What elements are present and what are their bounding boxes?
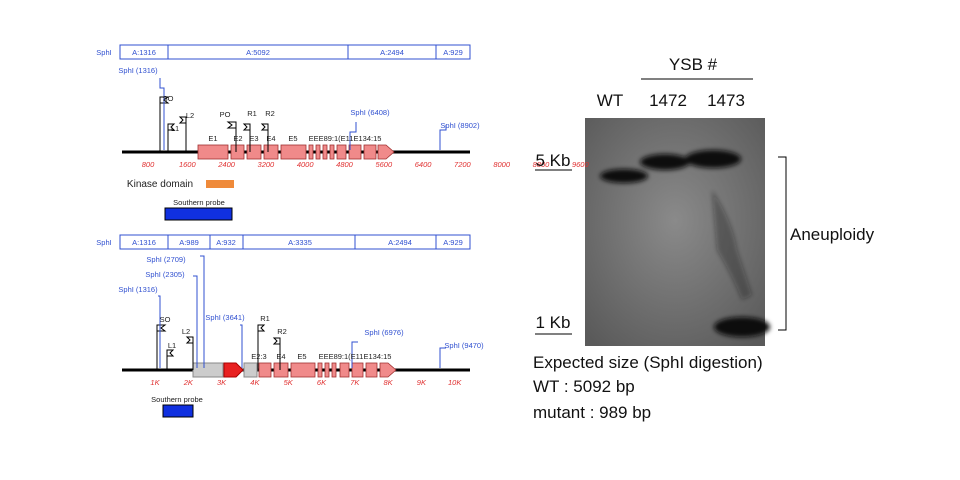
map-label: R1 xyxy=(247,109,257,118)
map-label: SphI (1316) xyxy=(118,285,158,294)
map-label: R1 xyxy=(260,314,270,323)
map-label: 2400 xyxy=(217,160,236,169)
map-label: 1K xyxy=(150,378,160,387)
map-label: E4 xyxy=(266,134,275,143)
blot-text: mutant : 989 bp xyxy=(533,403,651,422)
map-label: Southern probe xyxy=(151,395,203,404)
map-label: SO xyxy=(160,315,171,324)
map-label: Kinase domain xyxy=(127,179,193,190)
blot-text: WT xyxy=(597,91,623,110)
map-label: 7200 xyxy=(454,160,472,169)
map-label: SphI (1316) xyxy=(118,66,158,75)
map-label: EEE89:1(E11E134:15 xyxy=(309,134,382,143)
map-label: SphI (6976) xyxy=(364,328,404,337)
map-label: R2 xyxy=(265,109,275,118)
map-label: A:2494 xyxy=(380,48,404,57)
map-label: SphI (2709) xyxy=(146,255,186,264)
map-label: A:3335 xyxy=(288,238,312,247)
map-label: SphI (6408) xyxy=(350,108,390,117)
blot-text: 5 Kb xyxy=(536,151,571,170)
map-label: Southern probe xyxy=(173,198,225,207)
map-label: 6K xyxy=(317,378,327,387)
map-label: 5600 xyxy=(375,160,393,169)
map-label: 6400 xyxy=(415,160,433,169)
map-label: E2 xyxy=(233,134,242,143)
map-label: SphI xyxy=(96,48,111,57)
map-label: SphI xyxy=(96,238,111,247)
map-label: A:2494 xyxy=(388,238,412,247)
map-label: 8000 xyxy=(493,160,511,169)
map-label: E5 xyxy=(297,352,306,361)
map-label: 1600 xyxy=(179,160,197,169)
blot-text: Expected size (SphI digestion) xyxy=(533,353,763,372)
map-label: 5K xyxy=(284,378,294,387)
map-label: SphI (3641) xyxy=(205,313,245,322)
layout xyxy=(119,44,787,418)
map-label: 3200 xyxy=(258,160,276,169)
map-label: SphI (8902) xyxy=(440,121,480,130)
map-label: 2K xyxy=(183,378,194,387)
map-label: A:929 xyxy=(443,48,463,57)
map-label: SphI (2305) xyxy=(145,270,185,279)
map-label: 4800 xyxy=(336,160,354,169)
map-label: A:929 xyxy=(443,238,463,247)
map-label: 10K xyxy=(448,378,462,387)
map-label: 8K xyxy=(384,378,394,387)
map-label: A:989 xyxy=(179,238,199,247)
blot-text: WT : 5092 bp xyxy=(533,377,635,396)
map-label: SO xyxy=(163,94,174,103)
map-label: 9600 xyxy=(572,160,590,169)
map-label: 3K xyxy=(217,378,227,387)
blot-text: 1 Kb xyxy=(536,313,571,332)
map-label: SphI (9470) xyxy=(444,341,484,350)
map-label: 7K xyxy=(350,378,360,387)
map-label: EEE89:1(E11E134:15 xyxy=(319,352,392,361)
map-label: 800 xyxy=(142,160,155,169)
map-label: A:1316 xyxy=(132,238,156,247)
map-label: E3 xyxy=(249,134,258,143)
map-label: 4K xyxy=(250,378,260,387)
blot-text: 1473 xyxy=(707,91,745,110)
map-label: A:5092 xyxy=(246,48,270,57)
map-label: L2 xyxy=(186,111,194,120)
blot-text: 1472 xyxy=(649,91,687,110)
map-label: L1 xyxy=(168,341,176,350)
map-label: 8800 xyxy=(533,160,551,169)
map-label: L2 xyxy=(182,327,190,336)
map-label: PO xyxy=(220,110,231,119)
map-label: A:1316 xyxy=(132,48,156,57)
blot-text: Aneuploidy xyxy=(790,225,875,244)
map-label: E1 xyxy=(208,134,217,143)
map-label: 4000 xyxy=(297,160,315,169)
map-label: L1 xyxy=(171,124,179,133)
blot-text: YSB # xyxy=(669,55,718,74)
map-label: A:932 xyxy=(216,238,236,247)
map-label: 9K xyxy=(417,378,427,387)
map-label: R2 xyxy=(277,327,287,336)
map-label: E2:3 xyxy=(251,352,266,361)
map-label: E4 xyxy=(276,352,285,361)
map-label: E5 xyxy=(288,134,297,143)
